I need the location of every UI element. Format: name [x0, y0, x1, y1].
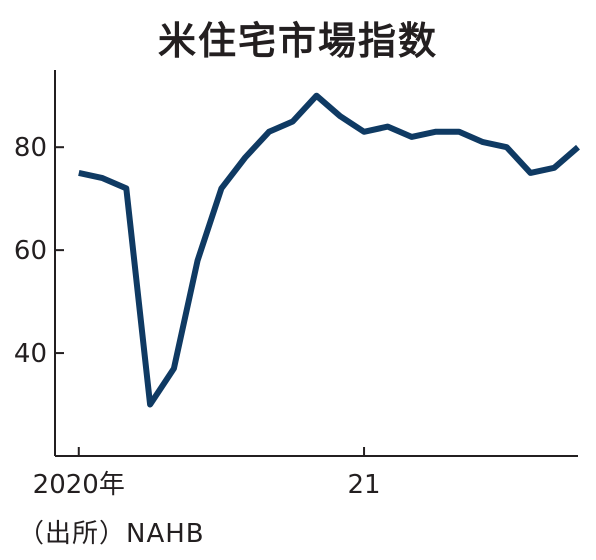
y-tick-label: 80	[14, 133, 47, 163]
chart-title: 米住宅市場指数	[157, 19, 438, 63]
x-tick-label: 21	[347, 470, 380, 500]
series-line	[78, 92, 580, 408]
plot-area	[78, 92, 580, 408]
y-axis: 40 60 80	[14, 70, 64, 456]
source-note: （出所）NAHB	[18, 519, 205, 549]
x-tick-label: 2020年	[33, 470, 125, 500]
y-tick-label: 40	[14, 339, 47, 369]
y-tick-label: 60	[14, 236, 47, 266]
x-axis: 2020年 21	[33, 447, 578, 500]
